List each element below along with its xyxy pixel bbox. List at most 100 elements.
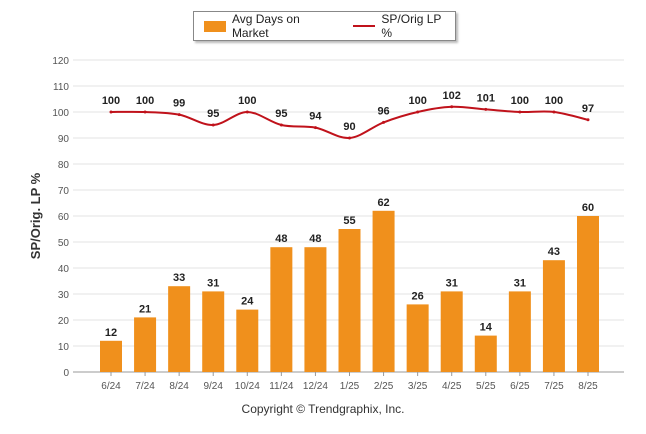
- line-point: [416, 110, 420, 114]
- legend-item-line: SP/Orig LP %: [339, 12, 455, 40]
- bar: [474, 335, 497, 372]
- x-tick-label: 9/24: [203, 381, 223, 392]
- line-value-label: 101: [477, 92, 495, 104]
- line-value-label: 96: [377, 105, 389, 117]
- line-value-label: 94: [309, 111, 322, 123]
- x-tick-label: 10/24: [235, 381, 260, 392]
- bar: [406, 304, 429, 372]
- bar: [270, 247, 293, 372]
- line-point: [586, 118, 590, 122]
- x-tick-label: 7/24: [135, 381, 155, 392]
- line-point: [348, 136, 351, 140]
- y-tick-label: 20: [58, 316, 70, 327]
- bar: [202, 291, 225, 372]
- bar-value-label: 24: [241, 296, 254, 308]
- bar-value-label: 31: [446, 277, 458, 289]
- y-tick-label: 80: [58, 160, 70, 171]
- legend-swatch-line: [353, 25, 376, 27]
- bar: [168, 286, 191, 372]
- x-tick-label: 6/25: [510, 381, 530, 392]
- x-tick-label: 6/24: [101, 381, 121, 392]
- y-tick-label: 40: [58, 264, 70, 275]
- bar-value-label: 26: [412, 290, 424, 302]
- bar-value-label: 21: [139, 303, 151, 315]
- line-value-label: 90: [343, 121, 355, 133]
- line-point: [143, 110, 147, 114]
- copyright-text: Copyright © Trendgraphix, Inc.: [241, 402, 405, 416]
- bar: [100, 340, 122, 372]
- line-point: [382, 120, 386, 124]
- line-value-label: 100: [102, 95, 120, 107]
- x-tick-label: 7/25: [544, 381, 564, 392]
- line-point: [518, 110, 522, 114]
- y-tick-label: 110: [53, 82, 69, 93]
- line-point: [177, 113, 181, 117]
- bar: [440, 291, 463, 372]
- legend: Avg Days on Market SP/Orig LP %: [193, 11, 456, 41]
- bar: [508, 291, 531, 372]
- x-tick-label: 3/25: [408, 381, 428, 392]
- bar-value-label: 12: [105, 327, 117, 339]
- line-value-label: 99: [173, 98, 185, 110]
- line-value-label: 100: [408, 95, 426, 107]
- bar: [372, 210, 395, 372]
- y-tick-label: 90: [58, 134, 70, 145]
- bar-value-label: 33: [173, 272, 185, 284]
- axes: 0 10 20 30 40 50 60 70 80 90 100 110 120 6/24 7/24 8/24…: [52, 56, 624, 392]
- x-tick-label: 2/25: [374, 381, 394, 392]
- y-tick-label: 0: [63, 368, 69, 379]
- line-point: [484, 107, 488, 111]
- legend-label-bars: Avg Days on Market: [231, 12, 300, 40]
- line-series: [109, 105, 590, 140]
- y-tick-label: 70: [58, 186, 70, 197]
- bar-value-label: 55: [343, 215, 355, 227]
- bar-value-label: 14: [480, 322, 493, 334]
- bar-value-label: 48: [275, 233, 287, 245]
- line-point: [552, 110, 556, 114]
- line-value-label: 95: [275, 108, 287, 120]
- line-value-label: 100: [511, 95, 529, 107]
- line-point: [211, 123, 215, 127]
- y-tick-label: 60: [58, 212, 70, 223]
- x-tick-label: 11/24: [269, 381, 294, 392]
- data-labels: 12 21 33 31 24 48 48 55 62 26 31 14 31 43 60 100 100 99 95…: [102, 90, 594, 339]
- legend-item-bars: Avg Days on Market: [194, 12, 339, 40]
- bar-value-label: 62: [377, 197, 389, 209]
- bar: [236, 309, 259, 372]
- line-value-label: 100: [238, 95, 256, 107]
- legend-label-line: SP/Orig LP %: [381, 12, 442, 40]
- line-point: [450, 105, 454, 109]
- bar: [304, 247, 327, 372]
- bar: [338, 229, 361, 372]
- y-tick-label: 50: [58, 238, 70, 249]
- x-tick-label: 8/25: [578, 381, 598, 392]
- y-tick-label: 10: [58, 342, 70, 353]
- bar-value-label: 31: [514, 277, 526, 289]
- line-point: [109, 110, 113, 114]
- y-axis-title: SP/Orig. LP %: [28, 172, 43, 259]
- bar: [134, 317, 157, 372]
- bar-value-label: 31: [207, 277, 219, 289]
- x-tick-label: 8/24: [169, 381, 189, 392]
- y-tick-label: 100: [52, 108, 69, 119]
- line-point: [245, 110, 249, 114]
- bar-series: [100, 210, 599, 372]
- line-value-label: 100: [136, 95, 154, 107]
- line-value-label: 102: [443, 90, 461, 102]
- x-tick-label: 12/24: [303, 381, 328, 392]
- line-point: [279, 123, 283, 127]
- line-value-label: 100: [545, 95, 563, 107]
- legend-swatch-bars: [204, 20, 226, 32]
- bar: [542, 260, 565, 372]
- bar: [577, 216, 599, 372]
- y-tick-label: 30: [58, 290, 70, 301]
- bar-value-label: 43: [548, 246, 560, 258]
- y-tick-label: 120: [52, 56, 69, 67]
- x-tick-label: 1/25: [340, 381, 360, 392]
- x-tick-label: 4/25: [442, 381, 462, 392]
- bar-value-label: 48: [309, 233, 321, 245]
- line-value-label: 95: [207, 108, 219, 120]
- line-value-label: 97: [582, 103, 594, 115]
